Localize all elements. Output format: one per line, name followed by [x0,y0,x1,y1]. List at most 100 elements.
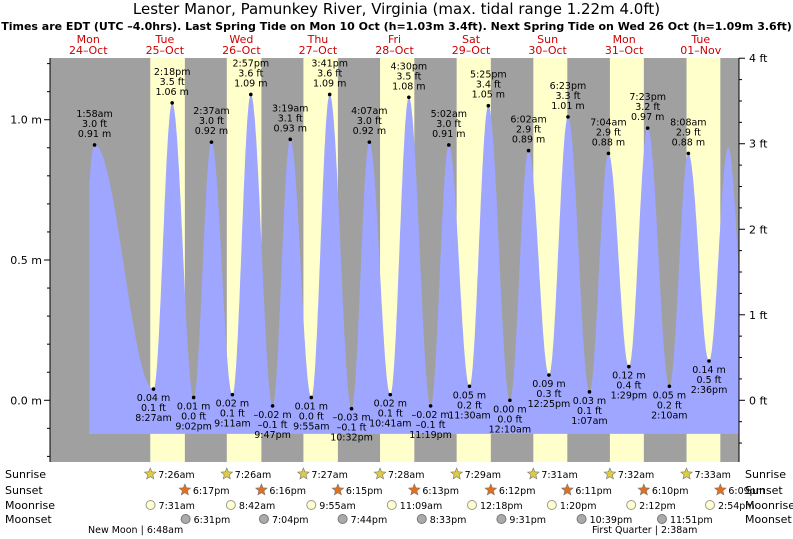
tide-point [191,395,196,400]
tide-m-label: 0.05 m [653,390,686,401]
tide-m-label: 0.91 m [432,129,465,140]
tide-m-label: 0.88 m [672,137,705,148]
tide-m-label: 0.02 m [216,399,249,410]
axes: 0.0 m 0.5 m 1.0 m 0 ft 1 ft 2 ft 3 ft 4 ft [10,52,768,462]
sun-star-icon [680,467,693,480]
tide-ft-label: 3.6 ft [317,68,342,79]
moonset-icon [258,514,269,524]
tide-area [89,94,739,434]
tide-m-label: 1.09 m [234,78,267,89]
tide-ft-label: 0.1 ft [141,403,166,414]
left-tick-label: 0.0 m [10,394,42,407]
tide-point [209,140,214,144]
tide-ft-label: 3.5 ft [396,71,421,82]
sunrise-time: 7:27am [311,470,347,481]
tide-ft-label: 0.1 ft [577,406,602,417]
sun-star-icon [331,483,345,496]
tide-time-label: 4:07am [351,106,387,117]
moonset-time: 10:39pm [590,515,633,526]
day-date-label: 01–Nov [680,44,721,57]
day-name-label: Mon [77,33,100,46]
tide-ft-label: 0.2 ft [457,400,482,411]
tide-point [170,101,174,105]
tide-point [667,384,672,389]
tide-time-label: 1:58am [76,109,112,120]
moonset-icon [180,514,191,524]
sun-star-icon [603,467,617,480]
tide-point [686,151,691,156]
tide-time-label: 2:36pm [691,385,728,396]
tide-time-label: 2:37am [193,106,229,117]
tide-ft-label: 2.9 ft [516,125,541,136]
tide-point [388,392,393,397]
tide-point [248,92,253,97]
sunrise-time: 7:26am [158,470,194,481]
tide-point [508,398,512,403]
tide-point [407,95,411,100]
tide-point [547,373,551,377]
tide-point [270,404,275,408]
sun-star-icon [637,483,651,496]
tide-m-label: 0.09 m [532,379,565,390]
tide-time-label: 1:29pm [611,391,648,402]
tide-ft-label: 3.0 ft [82,119,107,130]
tide-point [367,140,372,144]
sunrise-time: 7:29am [465,470,501,481]
tide-ft-label: 3.0 ft [199,116,224,127]
sunset-time: 6:17pm [193,486,230,497]
tide-time-label: 7:23pm [629,92,666,103]
tide-time-label: 9:11am [214,419,250,430]
moonset-time: 9:31pm [509,515,546,526]
day-date-label: 30–Oct [528,44,567,57]
sunrise-time: 7:26am [235,470,271,481]
tide-time-label: 11:30am [448,410,490,421]
sunrise-time: 7:32am [618,470,654,481]
tide-m-label: 0.01 m [295,401,328,412]
tide-m-label: 0.92 m [195,126,228,137]
legend-row-label: Moonrise [5,499,55,512]
tide-m-label: –0.02 m [412,410,450,421]
moonrise-time: 9:55am [319,501,355,512]
moonrise-icon [704,500,715,510]
moonset-icon [576,514,587,524]
new-moon-label: New Moon | 6:48am [88,525,183,536]
tide-m-label: 0.03 m [573,396,606,407]
moonset-icon [496,514,507,524]
moonrise-time: 1:20pm [560,501,597,512]
tide-ft-label: 3.0 ft [357,116,382,127]
tide-ft-label: 0.1 ft [378,409,403,420]
tide-m-label: 1.08 m [392,81,425,92]
day-name-label: Wed [229,33,253,46]
tide-time-label: 10:32pm [330,433,373,444]
first-quarter-label: First Quarter | 2:38am [592,525,697,536]
tide-point [645,126,650,130]
tide-time-label: 2:57pm [232,58,269,69]
tide-ft-label: 3.6 ft [238,68,263,79]
tide-time-label: 10:41am [369,419,411,430]
sunset-time: 6:11pm [575,486,612,497]
moonset-icon [656,514,667,524]
legend-row-label: Sunset [5,484,43,497]
moonrise-icon [386,500,397,510]
sun-star-icon [143,467,157,480]
right-tick-label: 1 ft [749,309,768,322]
tide-point [467,384,472,389]
tide-time-label: 9:47pm [254,430,291,441]
legend-row-label: Sunrise [745,468,786,481]
tide-ft-label: 0.0 ft [497,414,522,425]
tide-time-label: 2:18pm [154,67,191,78]
tide-m-label: 1.05 m [472,90,505,101]
tide-point [428,404,433,408]
left-tick-label: 1.0 m [10,114,42,127]
tide-time-label: 6:02am [510,115,546,126]
day-labels: Mon24–OctTue25–OctWed26–OctThu27–OctFri2… [69,33,722,57]
moonset-icon [337,514,348,524]
tide-time-label: 8:08am [670,117,706,128]
sunset-time: 6:12pm [499,486,536,497]
sunset-time: 6:10pm [652,486,689,497]
day-name-label: Mon [613,33,636,46]
moonset-time: 7:04pm [272,515,309,526]
tide-point [707,359,711,363]
